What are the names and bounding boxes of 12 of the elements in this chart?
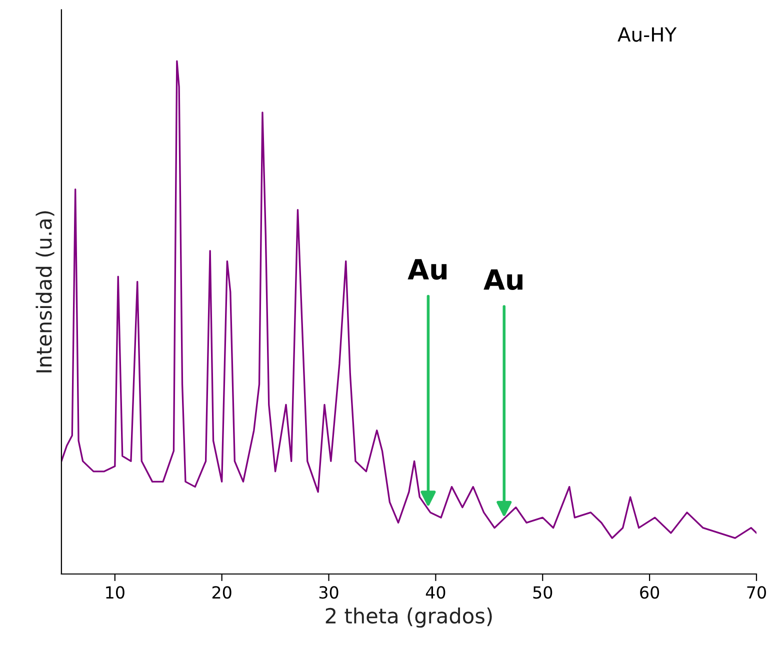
x-tick-label: 70 (747, 586, 766, 599)
text: Au-HY (618, 27, 677, 42)
x-tick-label: 20 (212, 586, 232, 599)
x-tick-label: 10 (106, 586, 124, 599)
x-tick-label: 40 (426, 586, 446, 599)
annotation: Au (408, 259, 447, 280)
x-tick-label: 50 (533, 586, 552, 599)
annotation: Au (484, 269, 522, 290)
y-axis-title: Intensidad (u.a) (36, 211, 54, 372)
x-axis-title: 2 theta (grados) (326, 607, 492, 628)
x-tick-label: 60 (640, 586, 660, 599)
x-tick-label: 30 (319, 586, 338, 599)
